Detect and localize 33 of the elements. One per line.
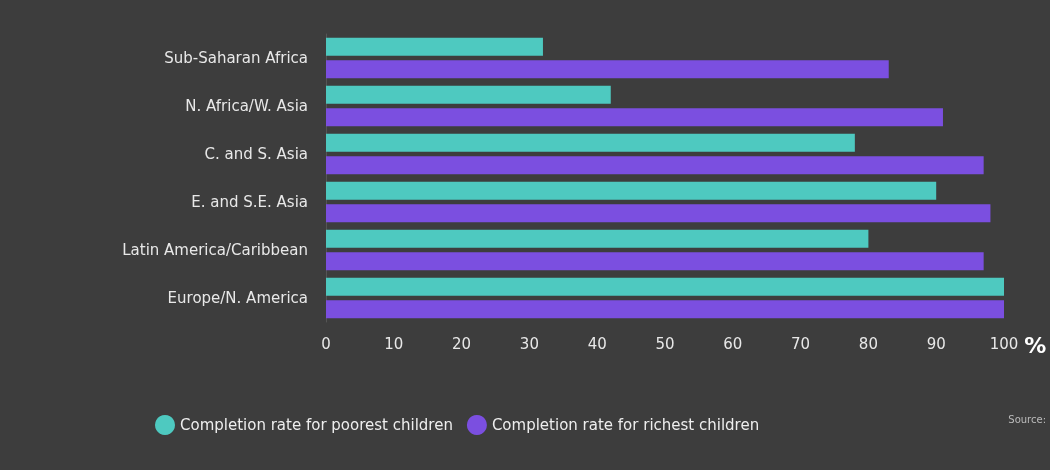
x-tick-label: 50 [655,334,675,353]
x-tick-label: 100 [989,334,1019,353]
bar [326,108,943,127]
y-tick-label: Sub-Saharan Africa [164,49,308,67]
bar [326,60,889,79]
bar [326,300,1004,319]
bar [326,229,869,248]
x-tick-label: 40 [587,334,607,353]
bar [326,277,1004,296]
x-tick-label: 0 [321,334,331,353]
x-tick-label: 60 [723,334,743,353]
x-tick-label: 10 [384,334,404,353]
bar [326,156,984,175]
y-tick-label: N. Africa/W. Asia [185,97,308,115]
x-tick-label: 80 [858,334,878,353]
bar [326,204,991,223]
x-axis-title: % [1024,332,1047,358]
bar [326,37,543,56]
bar [326,133,855,152]
x-tick-label: 20 [452,334,472,353]
y-tick-label: C. and S. Asia [204,145,308,163]
x-tick-label: 70 [791,334,811,353]
legend-label: Completion rate for richest children [491,416,760,434]
y-tick-label: E. and S.E. Asia [191,193,308,211]
legend-label: Completion rate for poorest children [180,416,453,434]
bar [326,85,611,104]
bar [326,252,984,271]
y-tick-label: Latin America/Caribbean [122,241,308,259]
bar [326,181,937,200]
y-tick-label: Europe/N. America [167,289,308,307]
x-tick-label: 90 [926,334,946,353]
source-note: Source: [1008,413,1046,425]
x-tick-label: 30 [519,334,539,353]
